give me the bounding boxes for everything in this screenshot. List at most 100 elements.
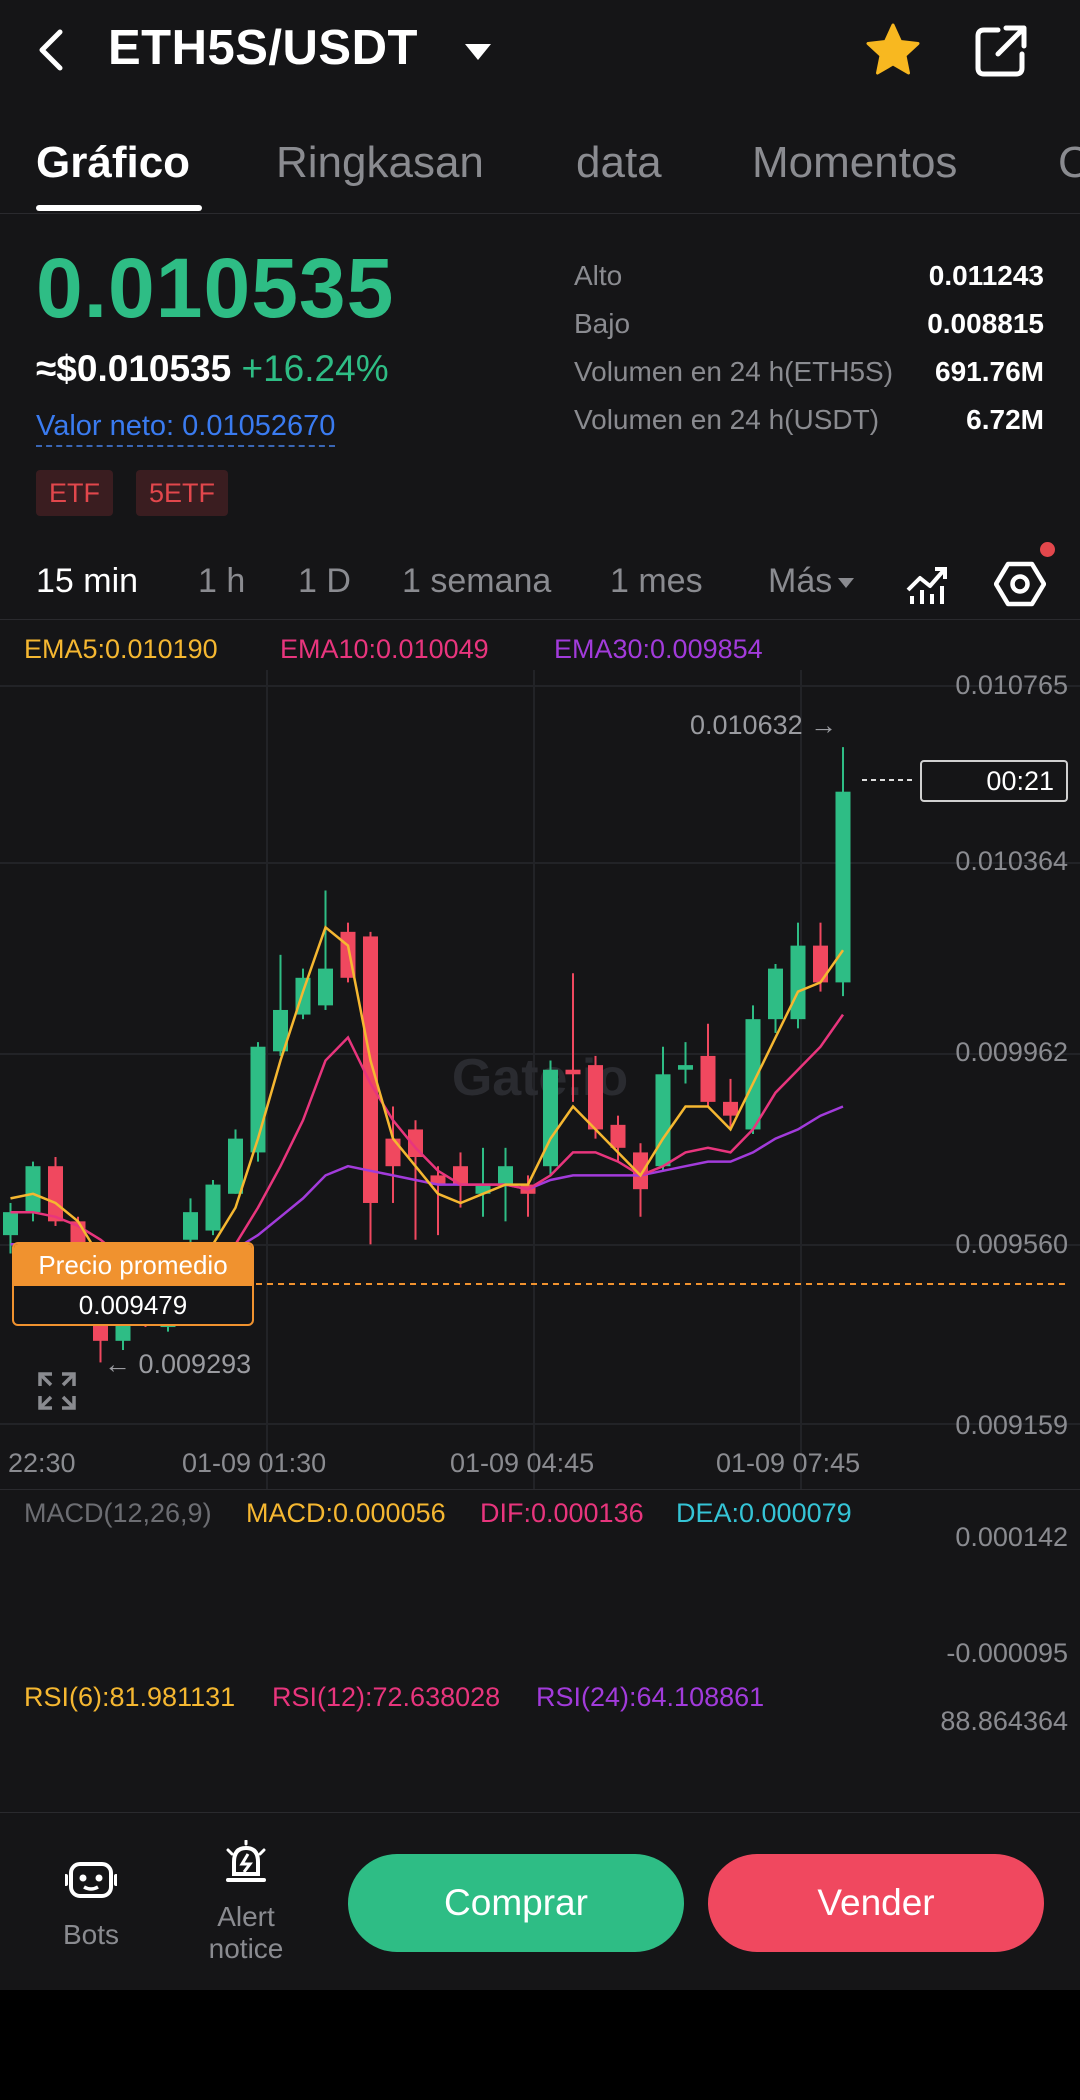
- timeframe-1h[interactable]: 1 h: [198, 562, 246, 600]
- stat-row-volume-quote: Volumen en 24 h(USDT) 6.72M: [574, 400, 1044, 448]
- macd-axis-label: 0.000142: [955, 1522, 1068, 1552]
- buy-button[interactable]: Comprar: [348, 1854, 684, 1952]
- candle-body: [3, 1212, 18, 1236]
- stat-label: Volumen en 24 h(ETH5S): [574, 356, 894, 387]
- timeframe-1d[interactable]: 1 D: [298, 562, 351, 600]
- rsi24-value: RSI(24):64.108861: [536, 1682, 765, 1712]
- net-value-link[interactable]: Valor neto: 0.01052670: [36, 410, 336, 447]
- alert-notice-button[interactable]: Alert notice: [192, 1839, 300, 1965]
- alert-notice-label: Alert notice: [208, 1901, 284, 1964]
- candle-body: [430, 1175, 446, 1185]
- stat-label: Volumen en 24 h(USDT): [574, 404, 880, 435]
- stat-value: 6.72M: [966, 404, 1044, 435]
- tab-grafico[interactable]: Gráfico: [36, 138, 191, 187]
- candle-body: [385, 1138, 401, 1167]
- stat-row-high: Alto 0.011243: [574, 256, 1044, 304]
- app-screen: ETH5S/USDT Gráfico Ringkasan data Moment…: [0, 0, 1080, 1990]
- candle-body: [273, 1009, 288, 1052]
- price-axis-label: 0.010765: [955, 670, 1068, 700]
- stat-row-volume-base: Volumen en 24 h(ETH5S) 691.76M: [574, 352, 1044, 400]
- candle-body: [25, 1166, 41, 1213]
- tab-bar: Gráfico Ringkasan data Momentos C: [0, 130, 1080, 214]
- timeframe-1month[interactable]: 1 mes: [610, 562, 703, 600]
- ema5-value: EMA5:0.010190: [24, 634, 218, 664]
- candle-body: [475, 1184, 491, 1194]
- candle-body: [723, 1101, 738, 1116]
- candle-body: [453, 1166, 468, 1185]
- rsi6-value: RSI(6):81.981131: [24, 1682, 236, 1712]
- average-price-badge[interactable]: Precio promedio 0.009479: [12, 1242, 254, 1326]
- candle-body: [318, 968, 333, 1006]
- price-axis-label: 0.010364: [955, 846, 1068, 876]
- time-axis-label: 22:30: [8, 1448, 76, 1478]
- chevron-down-icon: [838, 578, 855, 589]
- time-axis-label: 01-09 01:30: [182, 1448, 327, 1478]
- candle-body: [790, 945, 806, 1020]
- timeframe-bar: 15 min 1 h 1 D 1 semana 1 mes Más: [0, 548, 1080, 620]
- market-stats: Alto 0.011243 Bajo 0.008815 Volumen en 2…: [574, 256, 1044, 448]
- candle-body: [655, 1074, 671, 1167]
- candle-body: [363, 936, 378, 1203]
- candle-body: [565, 1069, 581, 1075]
- timeframe-more[interactable]: Más: [768, 562, 855, 601]
- tab-momentos[interactable]: Momentos: [752, 138, 958, 187]
- price-chart[interactable]: Gate.io 0.010632 → ← 0.009293: [0, 670, 1080, 1490]
- candle-body: [678, 1065, 693, 1070]
- stat-row-low: Bajo 0.008815: [574, 304, 1044, 352]
- timeframe-more-label: Más: [768, 562, 833, 600]
- notification-dot: [1040, 542, 1055, 557]
- settings-icon[interactable]: [993, 560, 1047, 608]
- ema10-value: EMA10:0.010049: [280, 634, 489, 664]
- time-axis-label: 01-09 07:45: [716, 1448, 861, 1478]
- macd-dea: DEA:0.000079: [676, 1498, 852, 1528]
- candle-body: [588, 1065, 603, 1130]
- caret-down-icon[interactable]: [462, 38, 494, 66]
- candle-body: [48, 1166, 63, 1222]
- candle-body: [498, 1166, 513, 1185]
- last-price: 0.010535: [36, 241, 395, 335]
- candle-body: [700, 1055, 716, 1102]
- star-icon[interactable]: [862, 20, 924, 82]
- price-change: +16.24%: [241, 348, 389, 389]
- timeframe-1week[interactable]: 1 semana: [402, 562, 552, 600]
- tab-ringkasan[interactable]: Ringkasan: [276, 138, 484, 187]
- tag-etf: ETF: [36, 470, 113, 516]
- tab-data[interactable]: data: [576, 138, 662, 187]
- back-arrow-icon[interactable]: [26, 22, 82, 78]
- stat-value: 0.008815: [927, 308, 1044, 339]
- average-price-label: Precio promedio: [14, 1244, 252, 1286]
- tag-5etf: 5ETF: [136, 470, 229, 516]
- candle-countdown: 00:21: [920, 760, 1068, 802]
- time-axis-label: 01-09 04:45: [450, 1448, 595, 1478]
- indicator-icon[interactable]: [904, 560, 952, 608]
- ema5-line: [10, 925, 845, 1297]
- macd-value: MACD:0.000056: [246, 1498, 446, 1528]
- rsi12-value: RSI(12):72.638028: [272, 1682, 501, 1712]
- active-tab-indicator: [36, 205, 202, 211]
- sell-button[interactable]: Vender: [708, 1854, 1044, 1952]
- rsi-axis-label: 88.864364: [940, 1706, 1068, 1736]
- timeframe-15min[interactable]: 15 min: [36, 562, 139, 600]
- price-axis-label: 0.009560: [955, 1229, 1068, 1259]
- robot-icon: [64, 1862, 118, 1898]
- price-usd-value: ≈$0.010535: [36, 348, 232, 389]
- candle-body: [228, 1138, 243, 1194]
- bots-label: Bots: [62, 1919, 120, 1950]
- candle-body: [183, 1212, 198, 1240]
- low-marker: ← 0.009293: [104, 1349, 251, 1379]
- tab-overflow[interactable]: C: [1058, 138, 1080, 187]
- stat-value: 0.011243: [928, 260, 1044, 291]
- candle-body: [835, 791, 851, 983]
- share-icon[interactable]: [972, 22, 1030, 80]
- macd-title: MACD(12,26,9): [24, 1498, 212, 1528]
- fullscreen-icon[interactable]: [36, 1370, 78, 1412]
- candle-body: [543, 1069, 558, 1167]
- pair-title[interactable]: ETH5S/USDT: [108, 21, 418, 75]
- macd-dif: DIF:0.000136: [480, 1498, 644, 1528]
- price-axis-label: 0.009962: [955, 1037, 1068, 1067]
- price-axis-label: 0.009159: [955, 1410, 1068, 1440]
- alarm-icon: [226, 1839, 266, 1882]
- stat-value: 691.76M: [935, 356, 1044, 387]
- bots-button[interactable]: Bots: [46, 1856, 136, 1951]
- high-marker: 0.010632 →: [690, 710, 837, 740]
